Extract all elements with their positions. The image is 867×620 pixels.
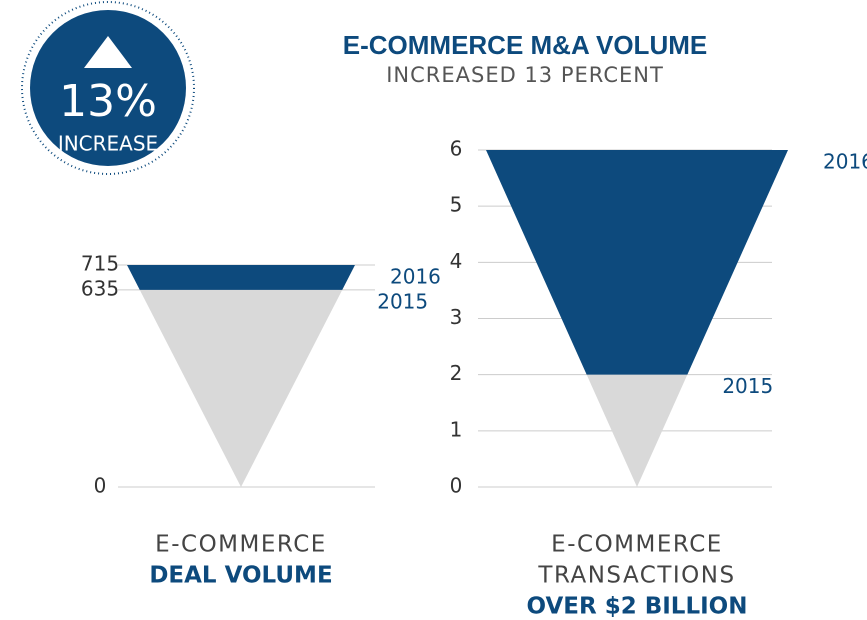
segment-label: 2016	[823, 150, 867, 174]
segment-label: 2015	[722, 374, 773, 398]
y-tick-label: 1	[450, 417, 463, 441]
caption: DEAL VOLUME	[149, 563, 332, 589]
caption: E-COMMERCE	[551, 532, 723, 558]
y-tick-label: 2	[450, 361, 463, 385]
subtitle: INCREASED 13 PERCENT	[386, 63, 664, 87]
title: E-COMMERCE M&A VOLUME	[343, 30, 707, 60]
badge-arrow	[84, 36, 132, 68]
badge-ring	[21, 1, 195, 175]
caption: OVER $2 BILLION	[527, 594, 748, 620]
y-tick-label: 4	[450, 249, 463, 273]
y-tick-label: 0	[94, 474, 107, 498]
segment-label: 2016	[390, 265, 441, 289]
badge-label: INCREASE	[58, 132, 158, 156]
y-tick-label: 3	[450, 305, 463, 329]
y-tick-label: 6	[450, 137, 463, 161]
funnel-segment	[486, 150, 788, 375]
badge-value: 13%	[59, 76, 157, 127]
segment-label: 2015	[377, 289, 428, 313]
caption: E-COMMERCE	[155, 532, 327, 558]
badge-circle	[30, 10, 186, 166]
y-tick-label: 715	[81, 252, 119, 276]
caption: TRANSACTIONS	[537, 563, 735, 589]
funnel-segment	[127, 265, 355, 290]
y-tick-label: 5	[450, 193, 463, 217]
y-tick-label: 0	[450, 474, 463, 498]
funnel-segment	[139, 289, 343, 487]
funnel-segment	[586, 374, 688, 487]
y-tick-label: 635	[81, 276, 119, 300]
